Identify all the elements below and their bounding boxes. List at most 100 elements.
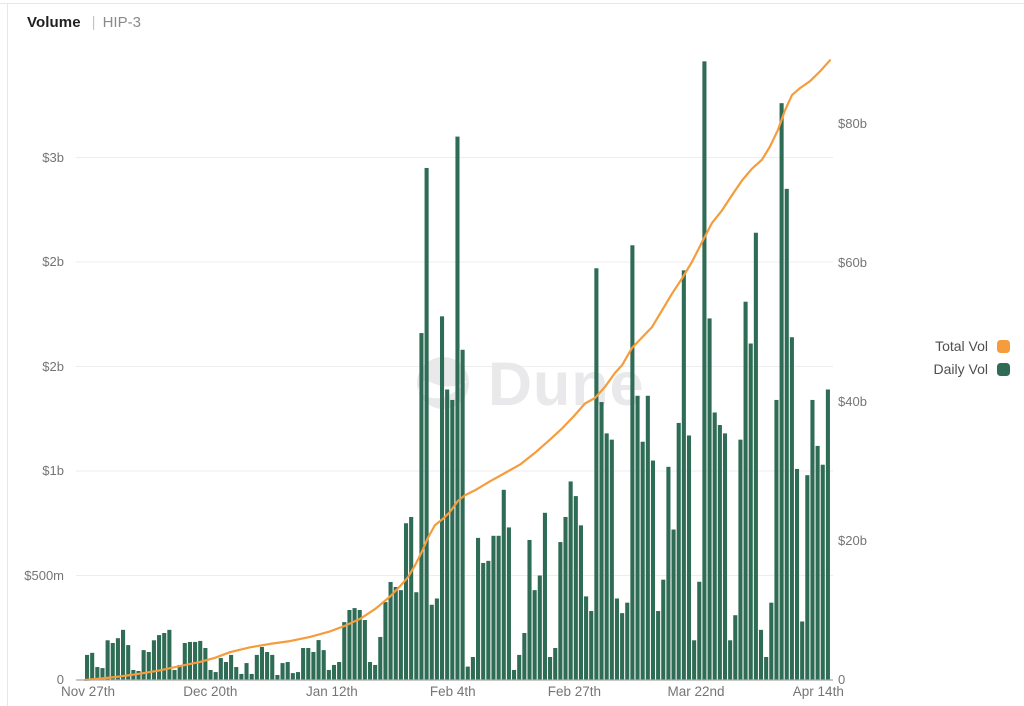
daily-vol-bar[interactable]	[342, 622, 347, 680]
daily-vol-bar[interactable]	[800, 621, 805, 680]
daily-vol-bar[interactable]	[702, 61, 707, 681]
daily-vol-bar[interactable]	[820, 464, 825, 680]
daily-vol-bar[interactable]	[105, 640, 110, 680]
legend-item-total-vol[interactable]: Total Vol	[935, 338, 1010, 354]
daily-vol-bar[interactable]	[110, 643, 115, 680]
daily-vol-bar[interactable]	[121, 629, 126, 680]
daily-vol-bar[interactable]	[589, 611, 594, 680]
daily-vol-bar[interactable]	[805, 475, 810, 680]
daily-vol-bar[interactable]	[193, 641, 198, 680]
daily-vol-bar[interactable]	[259, 646, 265, 680]
daily-vol-bar[interactable]	[640, 441, 645, 680]
daily-vol-bar[interactable]	[90, 652, 95, 680]
daily-vol-bar[interactable]	[614, 598, 620, 680]
daily-vol-bar[interactable]	[275, 674, 280, 680]
daily-vol-bar[interactable]	[213, 672, 218, 680]
daily-vol-bar[interactable]	[326, 669, 331, 680]
daily-vol-bar[interactable]	[270, 654, 275, 680]
daily-vol-bar[interactable]	[609, 439, 614, 680]
daily-vol-bar[interactable]	[517, 654, 522, 680]
daily-vol-bar[interactable]	[285, 662, 290, 680]
daily-vol-bar[interactable]	[208, 669, 213, 680]
daily-vol-bar[interactable]	[403, 523, 409, 680]
daily-vol-bar[interactable]	[512, 669, 517, 680]
daily-vol-bar[interactable]	[532, 590, 537, 680]
daily-vol-bar[interactable]	[136, 671, 141, 680]
daily-vol-bar[interactable]	[527, 539, 532, 680]
daily-vol-bar[interactable]	[460, 349, 465, 680]
daily-vol-bar[interactable]	[249, 673, 254, 680]
daily-vol-bar[interactable]	[162, 632, 167, 680]
daily-vol-bar[interactable]	[470, 657, 475, 680]
daily-vol-bar[interactable]	[738, 439, 743, 680]
daily-vol-bar[interactable]	[141, 650, 146, 680]
daily-vol-bar[interactable]	[584, 596, 589, 680]
daily-vol-bar[interactable]	[445, 389, 450, 680]
daily-vol-bar[interactable]	[666, 466, 671, 680]
daily-vol-bar[interactable]	[352, 608, 357, 680]
daily-vol-bars[interactable]	[85, 61, 830, 681]
daily-vol-bar[interactable]	[362, 620, 367, 680]
daily-vol-bar[interactable]	[686, 435, 692, 680]
daily-vol-bar[interactable]	[568, 481, 573, 680]
daily-vol-bar[interactable]	[553, 648, 558, 680]
daily-vol-bar[interactable]	[409, 516, 414, 680]
daily-vol-bar[interactable]	[548, 657, 553, 680]
daily-vol-bar[interactable]	[661, 579, 666, 680]
daily-vol-bar[interactable]	[321, 650, 326, 680]
daily-vol-bar[interactable]	[743, 301, 748, 680]
daily-vol-bar[interactable]	[373, 664, 378, 680]
daily-vol-bar[interactable]	[717, 425, 722, 680]
daily-vol-bar[interactable]	[481, 562, 486, 680]
daily-vol-bar[interactable]	[604, 433, 609, 680]
total-vol-line[interactable]	[83, 59, 832, 682]
legend-item-daily-vol[interactable]: Daily Vol	[934, 361, 1010, 377]
daily-vol-bar[interactable]	[676, 422, 681, 680]
daily-vol-bar[interactable]	[383, 602, 388, 680]
daily-vol-bar[interactable]	[167, 629, 172, 680]
daily-vol-bar[interactable]	[414, 592, 419, 680]
daily-vol-bar[interactable]	[290, 673, 295, 680]
daily-vol-bar[interactable]	[825, 389, 830, 680]
daily-vol-bar[interactable]	[218, 658, 223, 680]
daily-vol-bar[interactable]	[537, 575, 542, 681]
daily-vol-bar[interactable]	[311, 651, 316, 680]
daily-vol-bar[interactable]	[712, 412, 717, 680]
daily-vol-bar[interactable]	[707, 318, 712, 680]
daily-vol-bar[interactable]	[357, 609, 362, 681]
daily-vol-bar[interactable]	[347, 609, 352, 681]
daily-vol-bar[interactable]	[331, 664, 337, 680]
daily-vol-bar[interactable]	[306, 648, 311, 680]
daily-vol-bar[interactable]	[434, 598, 439, 680]
daily-vol-bar[interactable]	[758, 629, 764, 680]
daily-vol-bar[interactable]	[85, 654, 90, 680]
daily-vol-bar[interactable]	[774, 399, 779, 680]
daily-vol-bar[interactable]	[728, 640, 733, 680]
daily-vol-bar[interactable]	[573, 496, 578, 680]
daily-vol-bar[interactable]	[630, 245, 635, 680]
daily-vol-bar[interactable]	[393, 587, 398, 680]
daily-vol-bar[interactable]	[455, 136, 460, 681]
daily-vol-bar[interactable]	[542, 512, 547, 680]
daily-vol-bar[interactable]	[815, 445, 820, 680]
daily-vol-bar[interactable]	[146, 651, 151, 680]
daily-vol-bar[interactable]	[733, 615, 738, 680]
daily-vol-bar[interactable]	[157, 635, 162, 681]
daily-vol-bar[interactable]	[650, 460, 656, 680]
daily-vol-bar[interactable]	[450, 399, 455, 680]
daily-vol-bar[interactable]	[295, 672, 301, 680]
daily-vol-bar[interactable]	[656, 611, 661, 680]
daily-vol-bar[interactable]	[501, 489, 506, 680]
daily-vol-bar[interactable]	[764, 657, 769, 680]
daily-vol-bar[interactable]	[223, 662, 228, 680]
daily-vol-bar[interactable]	[506, 527, 511, 680]
daily-vol-bar[interactable]	[398, 590, 403, 680]
daily-vol-bar[interactable]	[722, 433, 728, 680]
daily-vol-bar[interactable]	[594, 268, 599, 680]
daily-vol-bar[interactable]	[697, 581, 702, 680]
daily-vol-bar[interactable]	[620, 613, 625, 680]
daily-vol-bar[interactable]	[419, 333, 424, 680]
daily-vol-bar[interactable]	[599, 402, 604, 680]
daily-vol-bar[interactable]	[625, 602, 630, 680]
daily-vol-bar[interactable]	[234, 667, 239, 680]
